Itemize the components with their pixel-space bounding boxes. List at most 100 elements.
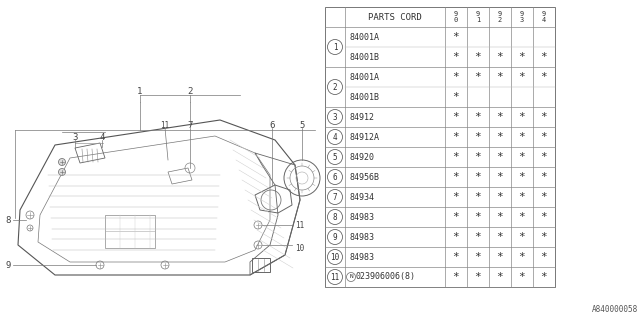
- Text: *: *: [475, 212, 481, 222]
- Text: *: *: [497, 212, 504, 222]
- Text: *: *: [518, 212, 525, 222]
- Text: 84983: 84983: [349, 252, 374, 261]
- Text: 9: 9: [333, 233, 337, 242]
- Text: *: *: [452, 72, 460, 82]
- Text: *: *: [497, 192, 504, 202]
- Text: *: *: [475, 132, 481, 142]
- Text: 2: 2: [333, 83, 337, 92]
- Text: 3: 3: [72, 132, 77, 141]
- Circle shape: [58, 169, 65, 175]
- Text: *: *: [452, 212, 460, 222]
- Text: 84001B: 84001B: [349, 52, 379, 61]
- Text: *: *: [452, 152, 460, 162]
- Text: 10: 10: [330, 252, 340, 261]
- Text: 84956B: 84956B: [349, 172, 379, 181]
- Text: *: *: [497, 252, 504, 262]
- Text: *: *: [475, 192, 481, 202]
- Text: 3: 3: [333, 113, 337, 122]
- Bar: [325, 7, 555, 287]
- Text: *: *: [518, 72, 525, 82]
- Text: *: *: [541, 52, 547, 62]
- Text: *: *: [518, 112, 525, 122]
- Text: *: *: [518, 172, 525, 182]
- Text: *: *: [518, 232, 525, 242]
- Text: *: *: [475, 72, 481, 82]
- Text: *: *: [497, 152, 504, 162]
- Text: 4: 4: [333, 132, 337, 141]
- Text: *: *: [518, 132, 525, 142]
- Text: *: *: [541, 272, 547, 282]
- Text: 84920: 84920: [349, 153, 374, 162]
- Text: 11: 11: [330, 273, 340, 282]
- Text: *: *: [497, 72, 504, 82]
- Text: *: *: [518, 192, 525, 202]
- Text: 9
1: 9 1: [476, 11, 480, 23]
- Text: 11: 11: [295, 220, 304, 229]
- Text: 023906006(8): 023906006(8): [356, 273, 416, 282]
- Text: 8: 8: [5, 215, 11, 225]
- Text: *: *: [497, 132, 504, 142]
- Text: *: *: [475, 152, 481, 162]
- Circle shape: [58, 158, 65, 165]
- Text: 84001B: 84001B: [349, 92, 379, 101]
- Text: 1: 1: [138, 86, 143, 95]
- Text: 9
0: 9 0: [454, 11, 458, 23]
- Text: 9
3: 9 3: [520, 11, 524, 23]
- Text: 10: 10: [295, 244, 304, 252]
- Text: *: *: [452, 272, 460, 282]
- Text: *: *: [497, 272, 504, 282]
- Text: 9: 9: [5, 260, 11, 269]
- Text: 9
4: 9 4: [542, 11, 546, 23]
- Text: *: *: [452, 232, 460, 242]
- Text: 84001A: 84001A: [349, 73, 379, 82]
- Text: *: *: [518, 52, 525, 62]
- Text: 84912A: 84912A: [349, 132, 379, 141]
- Text: *: *: [497, 52, 504, 62]
- Text: PARTS CORD: PARTS CORD: [368, 12, 422, 21]
- Text: 84983: 84983: [349, 233, 374, 242]
- Text: 84934: 84934: [349, 193, 374, 202]
- Text: *: *: [475, 172, 481, 182]
- Text: *: *: [518, 252, 525, 262]
- Text: *: *: [541, 252, 547, 262]
- Text: *: *: [541, 212, 547, 222]
- Text: *: *: [475, 52, 481, 62]
- Text: *: *: [541, 192, 547, 202]
- Text: 84983: 84983: [349, 212, 374, 221]
- Text: *: *: [497, 232, 504, 242]
- Text: *: *: [541, 152, 547, 162]
- Text: 4: 4: [99, 132, 105, 141]
- Text: 84001A: 84001A: [349, 33, 379, 42]
- Text: 9
2: 9 2: [498, 11, 502, 23]
- Text: 6: 6: [269, 121, 275, 130]
- Text: *: *: [518, 272, 525, 282]
- Text: *: *: [452, 32, 460, 42]
- Text: 1: 1: [333, 43, 337, 52]
- Text: 6: 6: [333, 172, 337, 181]
- Text: 11: 11: [161, 121, 170, 130]
- Text: *: *: [541, 132, 547, 142]
- Text: N: N: [349, 275, 353, 279]
- Text: 7: 7: [188, 121, 193, 130]
- Text: *: *: [541, 172, 547, 182]
- Text: 7: 7: [333, 193, 337, 202]
- Text: *: *: [452, 112, 460, 122]
- Text: *: *: [452, 52, 460, 62]
- Text: 8: 8: [333, 212, 337, 221]
- Text: *: *: [497, 172, 504, 182]
- Text: 2: 2: [188, 86, 193, 95]
- Text: *: *: [497, 112, 504, 122]
- Text: 5: 5: [300, 121, 305, 130]
- Text: *: *: [475, 112, 481, 122]
- Text: *: *: [475, 252, 481, 262]
- Text: *: *: [518, 152, 525, 162]
- Text: *: *: [452, 172, 460, 182]
- Text: *: *: [452, 92, 460, 102]
- Text: 84912: 84912: [349, 113, 374, 122]
- Text: 5: 5: [333, 153, 337, 162]
- Text: *: *: [541, 232, 547, 242]
- Text: *: *: [452, 252, 460, 262]
- Text: *: *: [475, 272, 481, 282]
- Text: *: *: [541, 72, 547, 82]
- Text: A840000058: A840000058: [592, 305, 638, 314]
